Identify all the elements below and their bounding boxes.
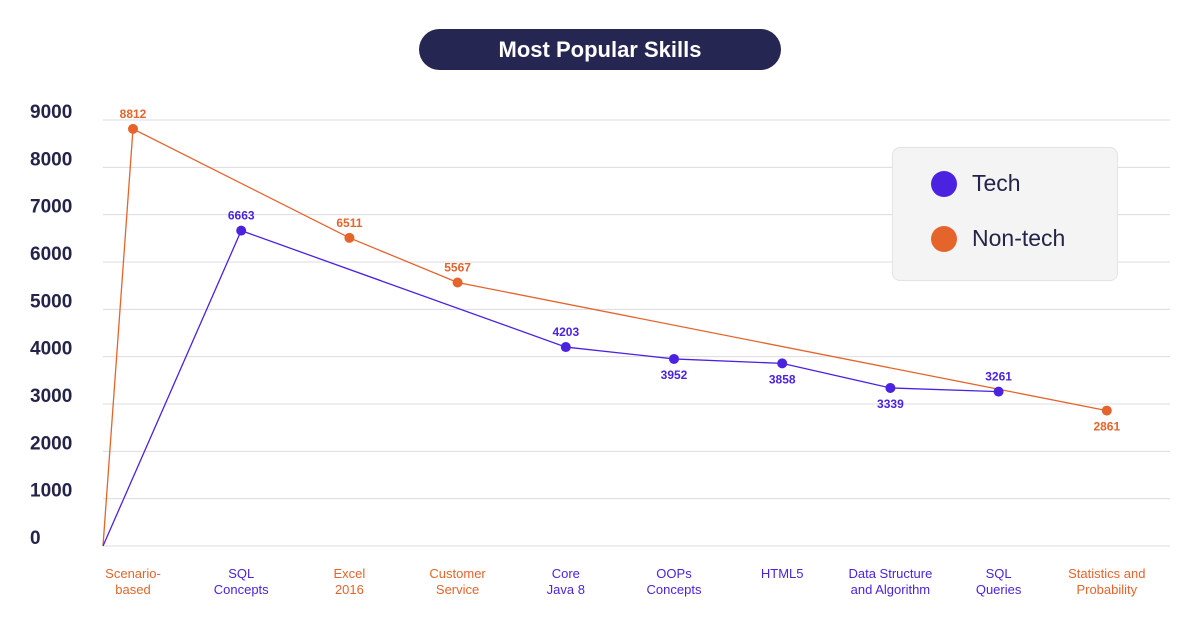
x-tick-label: Queries — [976, 582, 1022, 597]
data-label: 3858 — [769, 372, 796, 386]
legend-swatch-tech — [931, 170, 957, 197]
data-label: 2861 — [1093, 420, 1120, 434]
x-tick-label: 2016 — [335, 582, 364, 597]
data-label: 3261 — [985, 370, 1012, 384]
x-tick-label: Java 8 — [547, 582, 585, 597]
legend-label-nontech: Non-tech — [972, 225, 1066, 251]
data-point — [993, 386, 1004, 397]
y-tick-label: 3000 — [30, 386, 72, 407]
data-label: 6511 — [336, 216, 362, 230]
x-tick-label: Excel — [334, 566, 366, 581]
data-point — [1101, 405, 1112, 416]
x-tick-label: Concepts — [647, 582, 702, 597]
data-label: 4203 — [552, 325, 579, 339]
y-tick-label: 5000 — [30, 291, 72, 312]
y-tick-label: 4000 — [30, 339, 72, 360]
data-label: 5567 — [444, 260, 471, 274]
x-tick-label: Data Structure — [848, 566, 932, 581]
data-point — [777, 358, 788, 369]
x-tick-label: Service — [436, 582, 479, 597]
x-tick-label: Probability — [1076, 582, 1137, 597]
data-point — [236, 225, 247, 236]
data-label: 8812 — [120, 107, 147, 121]
legend-label-tech: Tech — [972, 170, 1021, 196]
y-tick-label: 0 — [30, 528, 41, 549]
data-point — [885, 382, 896, 393]
y-tick-label: 8000 — [30, 149, 72, 170]
data-label: 3952 — [661, 368, 688, 382]
x-tick-label: based — [115, 582, 150, 597]
y-tick-label: 2000 — [30, 433, 72, 454]
x-tick-label: Core — [552, 566, 580, 581]
data-label: 3339 — [877, 397, 904, 411]
x-tick-label: Scenario- — [105, 566, 161, 581]
legend-swatch-nontech — [931, 225, 957, 252]
legend-item-nontech: Non-tech — [931, 225, 1065, 252]
x-tick-label: HTML5 — [761, 566, 804, 581]
y-tick-label: 6000 — [30, 244, 72, 265]
y-tick-label: 9000 — [30, 102, 72, 123]
x-tick-label: Concepts — [214, 582, 269, 597]
data-label: 6663 — [228, 209, 255, 223]
x-tick-label: SQL — [228, 566, 254, 581]
legend: Tech Non-tech — [892, 147, 1118, 281]
data-point — [128, 123, 138, 134]
legend-item-tech: Tech — [931, 170, 1021, 197]
y-tick-label: 7000 — [30, 197, 72, 218]
y-tick-label: 1000 — [30, 481, 72, 502]
x-tick-label: and Algorithm — [851, 582, 931, 597]
data-point — [344, 232, 355, 243]
chart-title: Most Popular Skills — [419, 29, 781, 70]
data-point — [560, 342, 571, 353]
x-tick-label: Customer — [429, 566, 486, 581]
x-tick-label: OOPs — [656, 566, 692, 581]
x-tick-label: Statistics and — [1068, 566, 1145, 581]
x-tick-label: SQL — [986, 566, 1012, 581]
data-point — [669, 353, 679, 364]
data-point — [452, 277, 463, 288]
